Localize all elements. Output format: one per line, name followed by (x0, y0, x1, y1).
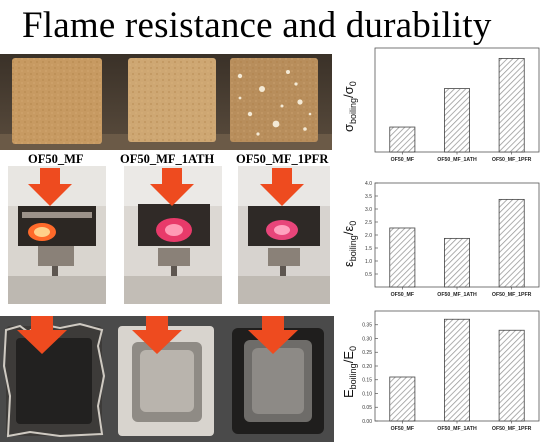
bar-0 (389, 376, 416, 422)
bar-2 (498, 57, 525, 153)
x-tick-label: OF50_MF (391, 292, 414, 298)
burnt-sample-strip (0, 316, 334, 442)
x-tick-label: OF50_MF_1ATH (437, 292, 477, 298)
bar-1 (444, 88, 470, 153)
sample-label-pfr: OF50_MF_1PFR (236, 152, 329, 166)
y-tick-label: 1.5 (365, 246, 372, 252)
y-tick-label: 0.20 (362, 364, 372, 370)
sample-label-mf: OF50_MF (28, 152, 84, 166)
x-tick-label: OF50_MF (391, 426, 414, 432)
y-tick-label: 0.10 (362, 391, 372, 397)
y-tick-label: 0.05 (362, 405, 372, 411)
bar-1 (444, 237, 470, 288)
x-tick-label: OF50_MF_1PFR (492, 292, 532, 298)
sample-label-ath: OF50_MF_1ATH (120, 152, 215, 166)
y-tick-label: 0.30 (362, 336, 372, 342)
y-tick-label: 0.5 (365, 272, 372, 278)
chart-epsilon-ratio: 0.5 1.0 1.5 2.0 2.5 3.0 3.5 4.0 OF50_MF OF50_MF_1… (341, 181, 540, 298)
y-axis-label: σboiling/σ0 (341, 81, 358, 132)
flame-test-photo-pfr (238, 166, 330, 304)
x-tick-label: OF50_MF_1PFR (492, 157, 532, 163)
x-tick-label: OF50_MF_1ATH (437, 426, 477, 432)
flame-test-photo-mf (8, 166, 106, 304)
y-tick-label: 3.0 (365, 207, 372, 213)
y-tick-label: 4.0 (365, 181, 372, 187)
y-tick-label: 3.5 (365, 194, 372, 200)
y-tick-label: 0.35 (362, 323, 372, 329)
bar-0 (389, 126, 416, 153)
foam-photo-strip (0, 54, 332, 150)
bar-2 (498, 198, 525, 288)
y-tick-label: 0.25 (362, 350, 372, 356)
y-axis-label: εboiling/ε0 (341, 221, 358, 267)
y-tick-label: 0.00 (362, 419, 372, 425)
flame-test-photo-ath (124, 166, 222, 304)
chart-modulus-ratio: 0.00 0.05 0.10 0.15 0.20 0.25 0.30 0.35 OF50_MF O… (341, 310, 540, 432)
page-title: Flame resistance and durability (22, 5, 492, 46)
y-tick-label: 2.5 (365, 220, 372, 226)
bar-1 (444, 318, 470, 422)
y-tick-label: 1.0 (365, 259, 372, 265)
y-tick-label: 0.15 (362, 378, 372, 384)
x-tick-label: OF50_MF_1ATH (437, 157, 477, 163)
bar-0 (389, 227, 416, 288)
y-tick-label: 2.0 (365, 233, 372, 239)
x-tick-label: OF50_MF (391, 157, 414, 163)
chart-sigma-ratio: OF50_MF OF50_MF_1ATH OF50_MF_1PFR σboiling/… (341, 47, 540, 163)
x-tick-label: OF50_MF_1PFR (492, 426, 532, 432)
y-axis-label: Eboiling/E0 (341, 346, 358, 398)
bar-2 (498, 329, 525, 422)
